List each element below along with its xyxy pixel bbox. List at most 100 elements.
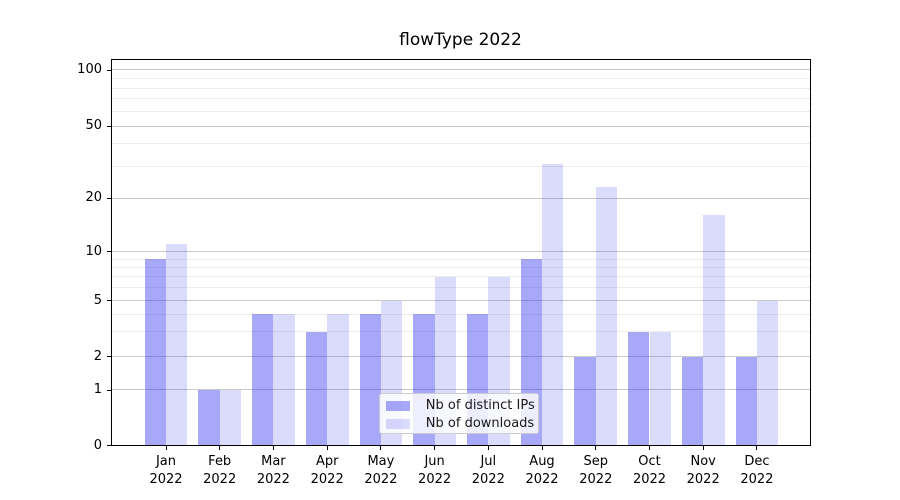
bar-distinct-ips-sep [574,356,596,446]
x-tick-year: 2022 [471,471,505,487]
x-tick-nov [702,446,704,450]
bar-distinct-ips-may [359,314,381,446]
bar-downloads-aug [542,163,564,446]
x-tick-label-mar: Mar 2022 [233,453,313,488]
gridline-major-50 [110,125,811,127]
gridline-minor-60 [110,110,811,112]
bar-downloads-feb [219,389,242,446]
bar-downloads-oct [649,331,671,446]
y-tick-0 [106,445,111,447]
gridline-minor-9 [110,258,811,260]
gridline-minor-40 [110,143,811,145]
gridline-minor-70 [110,98,811,100]
x-tick-label-sep: Sep 2022 [556,453,636,488]
x-tick-label-feb: Feb 2022 [180,453,260,488]
x-tick-mar [272,446,274,450]
bar-downloads-mar [273,314,295,446]
y-tick-label-20: 20 [85,190,102,206]
x-tick-label-may: May 2022 [341,453,421,488]
y-tick-label-10: 10 [85,243,102,259]
x-tick-jan [165,446,167,450]
x-tick-year: 2022 [364,471,398,487]
gridline-minor-4 [110,313,811,315]
gridline-minor-3 [110,331,811,333]
gridline-major-1 [110,389,811,391]
x-tick-label-dec: Dec 2022 [717,453,797,488]
x-tick-month: Oct [638,454,661,469]
gridline-major-2 [110,356,811,358]
x-tick-oct [649,446,650,450]
x-tick-year: 2022 [686,471,720,487]
x-tick-year: 2022 [632,471,667,487]
y-tick-label-0: 0 [93,437,102,453]
bar-downloads-apr [327,314,349,446]
x-tick-year: 2022 [310,471,344,487]
bar-downloads-jan [166,244,188,446]
y-tick-100 [106,69,111,71]
x-tick-label-oct: Oct 2022 [610,453,690,488]
gridline-minor-7 [110,276,811,278]
x-tick-year: 2022 [149,471,183,487]
x-tick-aug [541,446,543,450]
x-tick-month: Jun [424,454,445,469]
x-tick-label-jan: Jan 2022 [126,453,206,488]
bar-distinct-ips-mar [252,314,274,446]
x-tick-label-apr: Apr 2022 [287,453,367,488]
x-tick-month: Feb [208,454,232,469]
legend-label-distinct-ips: Nb of distinct IPs [425,398,535,414]
x-tick-year: 2022 [256,471,290,487]
gridline-minor-8 [110,266,811,268]
x-tick-month: Aug [529,454,555,469]
bar-distinct-ips-dec [735,356,757,446]
x-tick-month: Sep [583,454,609,469]
x-tick-apr [326,446,328,450]
bar-distinct-ips-oct [628,331,650,446]
x-tick-month: Mar [261,454,286,469]
x-tick-feb [219,446,221,450]
x-tick-month: Jul [480,454,497,469]
plot-area: Nb of distinct IPs Nb of downloads [110,59,811,446]
y-tick-2 [106,356,111,358]
bar-distinct-ips-nov [681,356,704,446]
gridline-minor-6 [110,287,811,289]
y-tick-label-1: 1 [93,382,102,397]
y-tick-5 [106,300,111,302]
chart-title: flowType 2022 [399,30,522,50]
x-tick-month: Nov [690,454,716,469]
gridline-major-10 [110,251,811,253]
x-tick-year: 2022 [579,471,613,487]
legend-swatch-distinct-ips [386,400,410,412]
x-tick-jun [434,446,436,450]
legend-label-downloads: Nb of downloads [425,416,535,432]
x-tick-year: 2022 [418,471,452,487]
legend-item-downloads: Nb of downloads [380,415,538,432]
x-tick-month: Dec [744,454,770,469]
bar-distinct-ips-feb [198,389,220,446]
gridline-minor-80 [110,87,811,89]
x-tick-year: 2022 [525,471,559,487]
x-tick-label-jul: Jul 2022 [448,453,528,488]
gridline-major-20 [110,197,811,199]
x-tick-month: Jan [155,454,177,469]
gridline-minor-90 [110,78,811,80]
x-tick-jul [487,446,489,450]
bar-downloads-dec [756,300,779,446]
y-tick-label-5: 5 [93,292,102,308]
x-tick-may [380,446,382,450]
x-tick-label-jun: Jun 2022 [395,453,475,488]
bar-downloads-nov [703,215,725,446]
x-tick-label-aug: Aug 2022 [502,453,582,488]
x-tick-label-nov: Nov 2022 [663,453,743,488]
legend: Nb of distinct IPs Nb of downloads [379,393,540,435]
bar-distinct-ips-apr [305,331,328,446]
bar-distinct-ips-jan [144,259,166,446]
y-tick-1 [106,389,111,391]
x-tick-year: 2022 [203,471,237,487]
gridline-minor-30 [110,165,811,167]
y-tick-20 [106,197,111,199]
legend-swatch-downloads [386,418,410,430]
x-tick-sep [595,446,597,450]
y-tick-label-50: 50 [85,118,102,134]
gridline-major-5 [110,300,811,302]
